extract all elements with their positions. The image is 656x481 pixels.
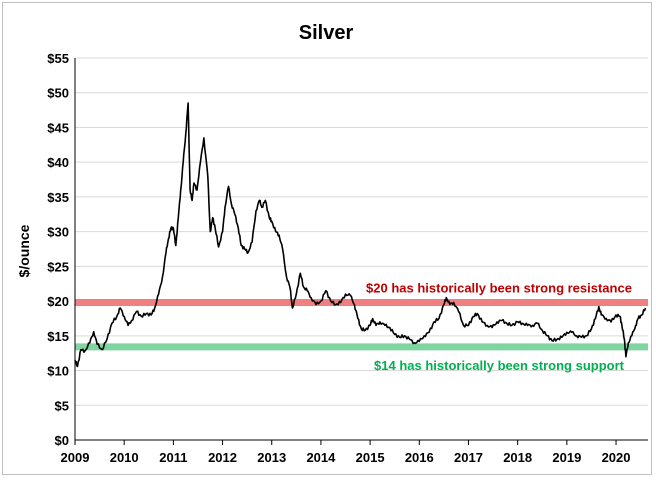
- reference-bands: $20 has historically been strong resista…: [75, 280, 648, 373]
- y-tick-label: $20: [47, 294, 69, 309]
- y-tick-label: $5: [55, 398, 69, 413]
- y-tick-label: $45: [47, 120, 69, 135]
- resistance-label: $20 has historically been strong resista…: [366, 280, 632, 295]
- support-label: $14 has historically been strong support: [374, 358, 625, 373]
- axes: $0 $5 $10 $15 $20 $25 $30 $35 $40 $45 $50 $55 2009 20…: [47, 51, 648, 465]
- x-tick-label: 2011: [159, 450, 187, 465]
- y-tick-label: $40: [47, 155, 69, 170]
- y-tick-label: $30: [47, 225, 69, 240]
- y-tick-label: $15: [47, 329, 69, 344]
- x-tick-label: 2010: [110, 450, 139, 465]
- y-tick-label: $50: [47, 86, 69, 101]
- x-tick-label: 2012: [208, 450, 237, 465]
- chart-frame: Silver $/ounce $20 has historically been…: [2, 2, 652, 475]
- x-tick-label: 2016: [405, 450, 434, 465]
- y-tick-label: $25: [47, 259, 69, 274]
- chart-title: Silver: [299, 22, 354, 44]
- y-tick-label: $0: [55, 433, 69, 448]
- x-tick-label: 2017: [454, 450, 483, 465]
- x-tick-label: 2014: [306, 450, 336, 465]
- y-tick-label: $35: [47, 190, 69, 205]
- y-tick-label: $55: [47, 51, 69, 66]
- silver-price-chart: Silver $/ounce $20 has historically been…: [16, 22, 648, 465]
- x-tick-label: 2015: [356, 450, 385, 465]
- gridlines: [75, 57, 648, 406]
- series-layer: [74, 102, 647, 368]
- silver-price-line: [74, 102, 647, 368]
- x-tick-label: 2020: [602, 450, 631, 465]
- x-tick-label: 2019: [552, 450, 581, 465]
- y-axis-label: $/ounce: [16, 224, 32, 277]
- x-tick-label: 2009: [61, 450, 90, 465]
- x-tick-label: 2013: [257, 450, 286, 465]
- y-tick-label: $10: [47, 364, 69, 379]
- x-tick-label: 2018: [503, 450, 532, 465]
